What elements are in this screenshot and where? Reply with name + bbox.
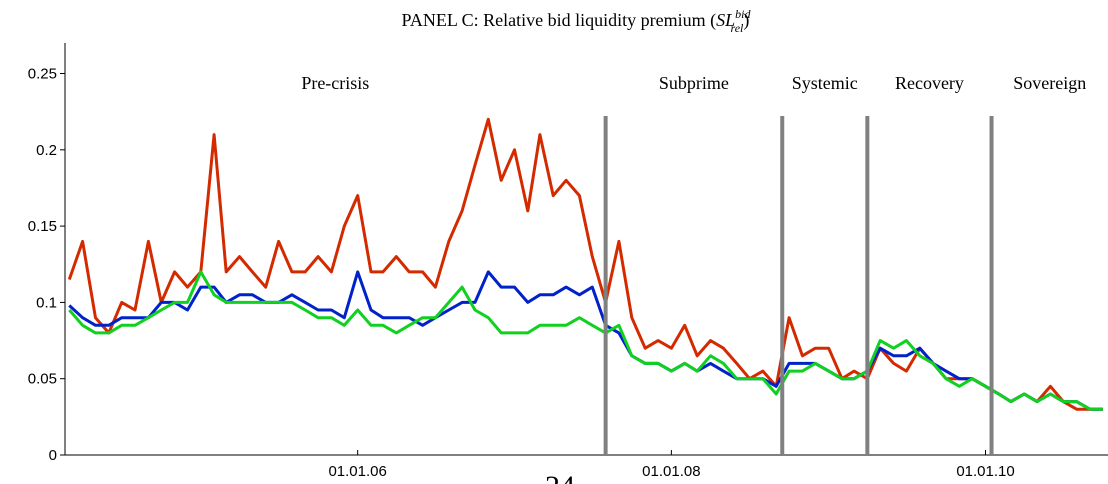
series-line <box>67 117 1103 411</box>
y-tick-label: 0.2 <box>36 142 57 159</box>
page-number: 24 <box>545 470 575 484</box>
y-tick-label: 0.05 <box>28 371 57 388</box>
y-tick-label: 0.25 <box>28 66 57 83</box>
title-text: PANEL C: Relative bid liquidity premium … <box>401 10 716 31</box>
x-tick-label: 01.01.08 <box>642 463 700 480</box>
period-label: Pre-crisis <box>301 73 369 93</box>
x-tick-label: 01.01.06 <box>328 463 386 480</box>
period-label: Systemic <box>792 73 858 93</box>
y-tick-label: 0 <box>49 447 57 464</box>
title-close: ) <box>743 10 749 31</box>
title-symbol: SL <box>716 10 735 30</box>
x-tick-label: 01.01.10 <box>956 463 1014 480</box>
series-line <box>68 270 1103 411</box>
y-tick-label: 0.1 <box>36 294 57 311</box>
series-line <box>68 270 1103 411</box>
title-superscript: bid <box>735 7 751 21</box>
period-label: Recovery <box>895 73 964 93</box>
y-tick-label: 0.15 <box>28 218 57 235</box>
period-label: Subprime <box>659 73 729 93</box>
title-subscript: rel <box>731 21 745 35</box>
chart-title: PANEL C: Relative bid liquidity premium … <box>401 7 751 35</box>
period-label: Sovereign <box>1013 73 1086 93</box>
